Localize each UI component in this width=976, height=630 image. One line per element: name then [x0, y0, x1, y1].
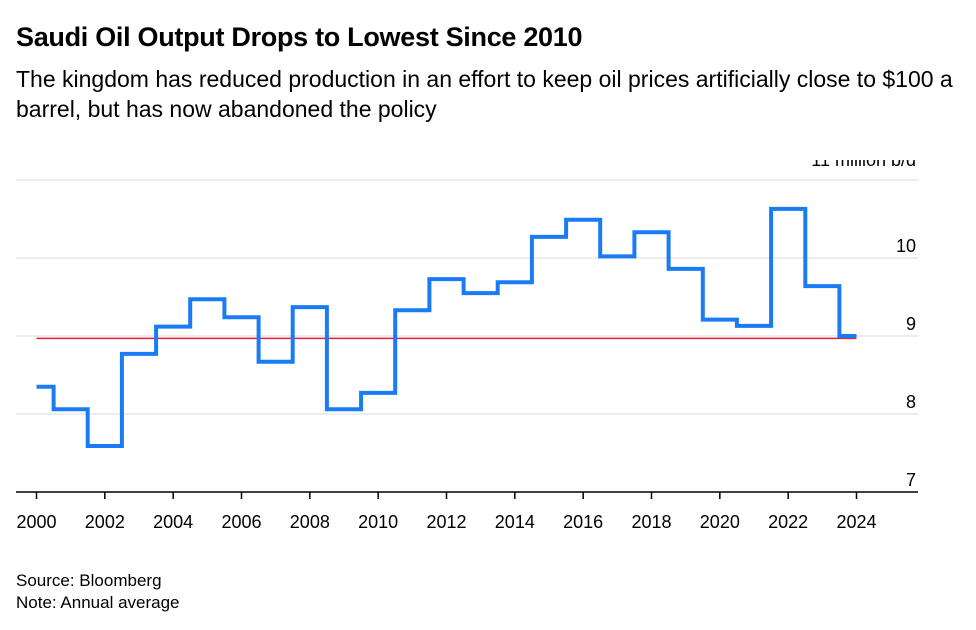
- data-point: [137, 352, 141, 356]
- data-point: [240, 315, 244, 319]
- x-tick-label: 2020: [700, 512, 740, 532]
- y-unit-label: 11 million b/d: [811, 160, 916, 170]
- data-point: [410, 308, 414, 312]
- data-point: [445, 277, 449, 281]
- x-tick-label: 2006: [221, 512, 261, 532]
- data-point: [513, 280, 517, 284]
- data-point: [69, 407, 73, 411]
- data-point: [376, 391, 380, 395]
- footnote: Note: Annual average: [16, 593, 180, 612]
- data-point: [820, 284, 824, 288]
- x-tick-label: 2010: [358, 512, 398, 532]
- data-point: [718, 318, 722, 322]
- data-point: [205, 297, 209, 301]
- x-tick-label: 2000: [16, 512, 56, 532]
- x-tick-label: 2018: [631, 512, 671, 532]
- data-point: [35, 385, 39, 389]
- y-tick-label: 9: [906, 314, 916, 334]
- data-point: [615, 254, 619, 258]
- data-point: [650, 230, 654, 234]
- data-point: [581, 218, 585, 222]
- chart: 7 8 9 10 11 million b/d 2000 2002 2004 2006 2008 2…: [16, 160, 918, 532]
- x-tick-label: 2014: [495, 512, 535, 532]
- x-tick-label: 2008: [290, 512, 330, 532]
- data-point: [684, 267, 688, 271]
- series-line: [36, 206, 857, 448]
- data-point: [103, 444, 107, 448]
- data-point: [274, 360, 278, 364]
- x-tick-label: 2016: [563, 512, 603, 532]
- data-point: [547, 235, 551, 239]
- data-point: [752, 324, 756, 328]
- x-tick-label: 2004: [153, 512, 193, 532]
- chart-title: Saudi Oil Output Drops to Lowest Since 2…: [16, 22, 583, 52]
- y-tick-label: 7: [906, 470, 916, 490]
- source-note: Source: Bloomberg: [16, 571, 162, 590]
- chart-subtitle: The kingdom has reduced production in an…: [16, 66, 953, 122]
- data-point: [308, 305, 312, 309]
- y-tick-label: 8: [906, 392, 916, 412]
- x-tick-label: 2024: [836, 512, 876, 532]
- data-point: [342, 407, 346, 411]
- data-point: [479, 291, 483, 295]
- y-tick-label: 10: [896, 236, 916, 256]
- x-tick-label: 2022: [768, 512, 808, 532]
- data-point: [855, 334, 859, 338]
- x-tick-label: 2012: [426, 512, 466, 532]
- x-tick-label: 2002: [85, 512, 125, 532]
- data-point: [786, 207, 790, 211]
- data-point: [171, 325, 175, 329]
- footer: Source: Bloomberg Note: Annual average: [16, 570, 180, 614]
